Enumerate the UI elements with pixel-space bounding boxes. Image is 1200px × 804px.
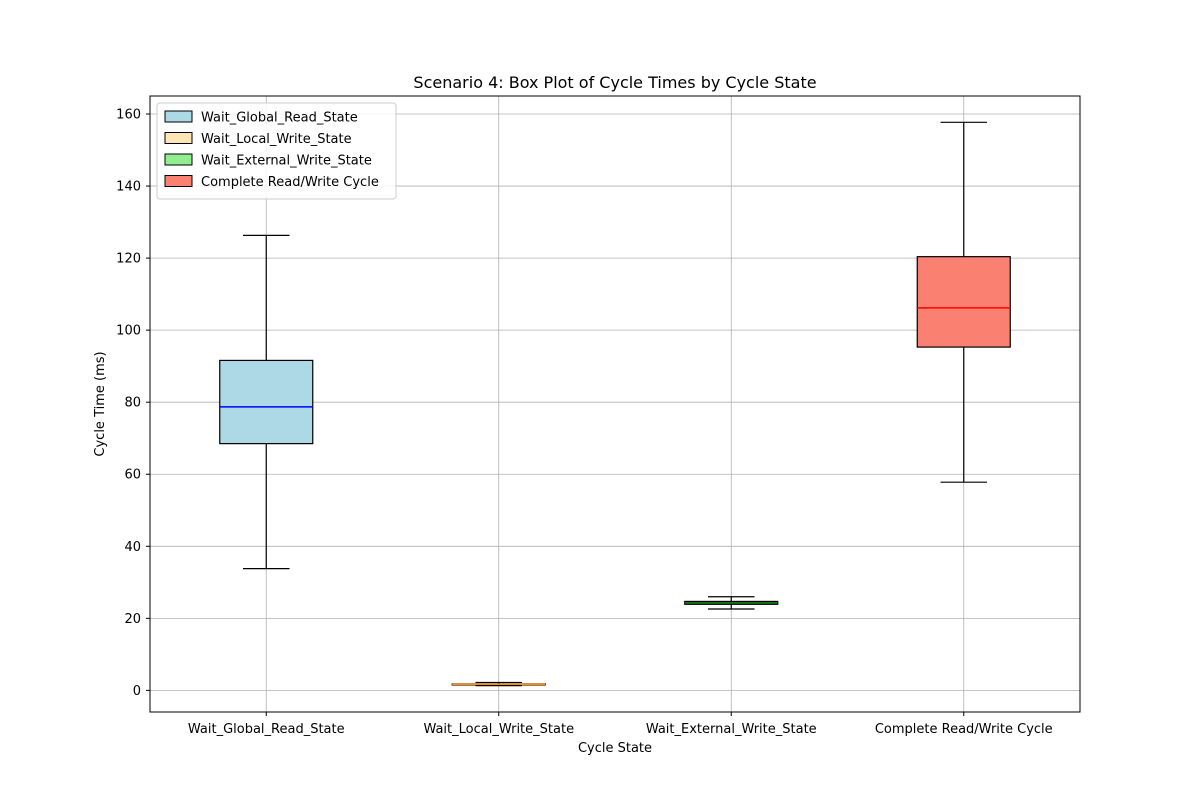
legend-frame: [156, 102, 397, 200]
x-tick-label: Wait_External_Write_State: [646, 722, 817, 737]
x-tick-label: Complete Read/Write Cycle: [875, 722, 1053, 737]
iqr-box: [219, 359, 314, 445]
x-tick-label: Wait_Global_Read_State: [188, 722, 345, 737]
tick-layer: 0 20 40 60 80 100 120 140 160 Wait_Global_Read_St…: [116, 108, 1052, 737]
plot-frame: [149, 95, 1081, 713]
box-1: [219, 234, 314, 570]
x-tick-label: Wait_Local_Write_State: [423, 722, 574, 737]
box-4: [916, 121, 1011, 483]
y-tick-label: 160: [116, 108, 141, 123]
legend-swatch: [164, 110, 193, 123]
legend-swatch: [164, 153, 193, 166]
y-axis-label: Cycle Time (ms): [93, 351, 108, 456]
y-tick-label: 140: [116, 180, 141, 195]
legend-entry: Wait_External_Write_State: [201, 154, 372, 169]
legend-entry: Wait_Local_Write_State: [201, 132, 352, 147]
iqr-box: [916, 256, 1011, 348]
legend-entry: Complete Read/Write Cycle: [201, 175, 379, 190]
legend: Wait_Global_Read_State Wait_Local_Write_S…: [156, 102, 397, 200]
legend-swatch: [164, 175, 193, 187]
y-tick-label: 60: [124, 468, 141, 483]
y-tick-label: 100: [116, 324, 141, 339]
x-axis-label: Cycle State: [578, 741, 652, 756]
y-tick-label: 40: [124, 540, 141, 555]
y-tick-label: 0: [133, 684, 141, 699]
y-tick-label: 20: [124, 612, 141, 627]
y-tick-label: 80: [124, 396, 141, 411]
box-layer: [219, 121, 1011, 687]
y-tick-label: 120: [116, 252, 141, 267]
legend-entry: Wait_Global_Read_State: [201, 111, 358, 126]
box-3: [684, 596, 779, 610]
legend-swatch: [164, 132, 193, 144]
chart-title: Scenario 4: Box Plot of Cycle Times by C…: [413, 73, 816, 92]
box-2: [451, 681, 546, 687]
